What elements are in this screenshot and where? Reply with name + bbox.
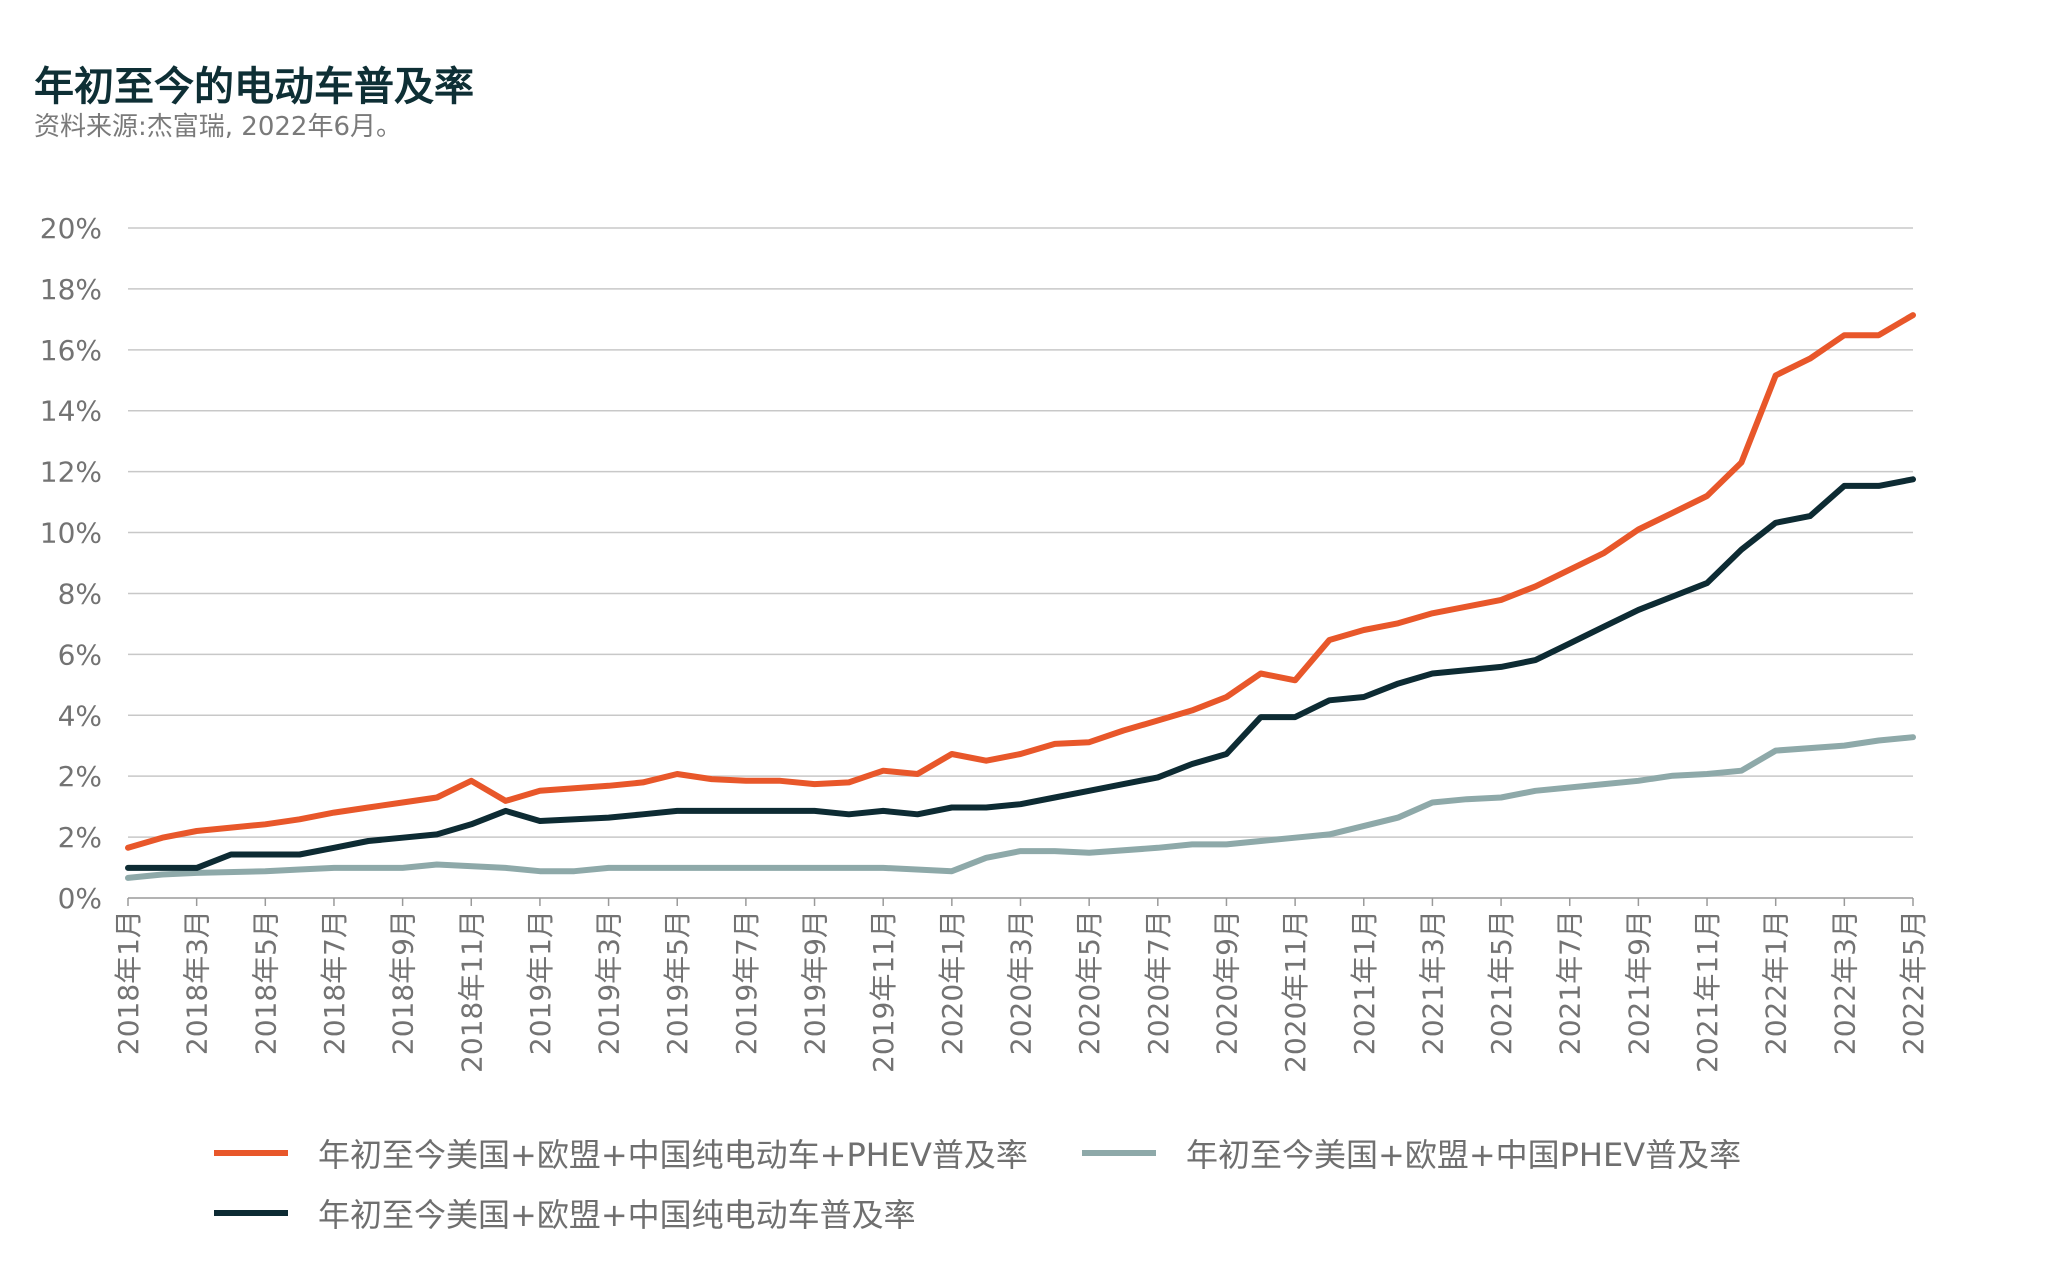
x-tick-label: 2018年11月 [455,910,488,1073]
x-tick-label: 2020年3月 [1005,910,1038,1055]
series-lines [125,312,1916,881]
series-line-bev-phev [125,312,1916,851]
y-tick-label: 20% [40,212,102,245]
y-tick-label: 18% [40,273,102,306]
x-tick-label: 2018年1月 [112,910,145,1055]
x-tick-label: 2021年3月 [1416,910,1449,1055]
x-tick-label: 2019年7月 [730,910,763,1055]
x-tick-label: 2018年3月 [181,910,214,1055]
x-tick-label: 2019年5月 [661,910,694,1055]
legend-swatch-dark [214,1210,288,1216]
y-tick-label: 8% [58,577,102,610]
x-tick-label: 2020年1月 [936,910,969,1055]
series-line-bev [125,476,1916,871]
x-tick-label: 2019年9月 [799,910,832,1055]
series-line-phev [125,734,1916,881]
legend-swatch-gray [1082,1150,1156,1156]
x-tick-label: 2018年9月 [387,910,420,1055]
chart-title: 年初至今的电动车普及率 [34,64,474,110]
y-tick-label: 2% [58,760,102,793]
y-tick-label: 6% [58,638,102,671]
x-tick-label: 2020年11月 [1279,910,1312,1073]
legend-swatch-orange [214,1150,288,1156]
legend-label: 年初至今美国+欧盟+中国纯电动车+PHEV普及率 [318,1136,1028,1174]
x-tick-label: 2020年9月 [1210,910,1243,1055]
y-tick-label: 2% [58,821,102,854]
legend-label: 年初至今美国+欧盟+中国纯电动车普及率 [318,1196,916,1234]
x-tick-label: 2019年1月 [524,910,557,1055]
y-tick-label: 16% [40,334,102,367]
x-tick-label: 2020年7月 [1142,910,1175,1055]
legend-item-bev: 年初至今美国+欧盟+中国纯电动车普及率 [214,1190,916,1236]
x-tick-label: 2022年1月 [1760,910,1793,1055]
y-tick-label: 10% [40,517,102,550]
legend-item-phev: 年初至今美国+欧盟+中国PHEV普及率 [1082,1130,1741,1176]
x-tick-label: 2018年7月 [318,910,351,1055]
x-tick-label: 2021年7月 [1554,910,1587,1055]
y-tick-label: 0% [58,882,102,915]
x-tick-label: 2022年3月 [1828,910,1861,1055]
x-tick-label: 2019年3月 [593,910,626,1055]
x-tick-label: 2018年5月 [249,910,282,1055]
x-tick-label: 2019年11月 [867,910,900,1073]
chart-subtitle: 资料来源:杰富瑞, 2022年6月。 [34,112,402,142]
x-tick-label: 2020年5月 [1073,910,1106,1055]
x-tick-label: 2021年9月 [1622,910,1655,1055]
x-tick-label: 2022年5月 [1897,910,1930,1055]
y-tick-label: 12% [40,456,102,489]
y-axis-ticks: 0% 2% 2% 4% 6% 8% 10% 12% 14% 16% 18% 20% [40,212,102,915]
x-axis-ticks: 2018年1月 2018年3月 2018年5月 2018年7月 2018年9月 2018年… [112,898,1930,1073]
x-tick-label: 2021年5月 [1485,910,1518,1055]
x-tick-label: 2021年1月 [1348,910,1381,1055]
x-tick-label: 2021年11月 [1691,910,1724,1073]
y-tick-label: 4% [58,699,102,732]
grid-lines [128,227,1913,899]
y-tick-label: 14% [40,395,102,428]
legend-label: 年初至今美国+欧盟+中国PHEV普及率 [1186,1136,1742,1174]
legend-item-bev-phev: 年初至今美国+欧盟+中国纯电动车+PHEV普及率 [214,1130,1028,1176]
